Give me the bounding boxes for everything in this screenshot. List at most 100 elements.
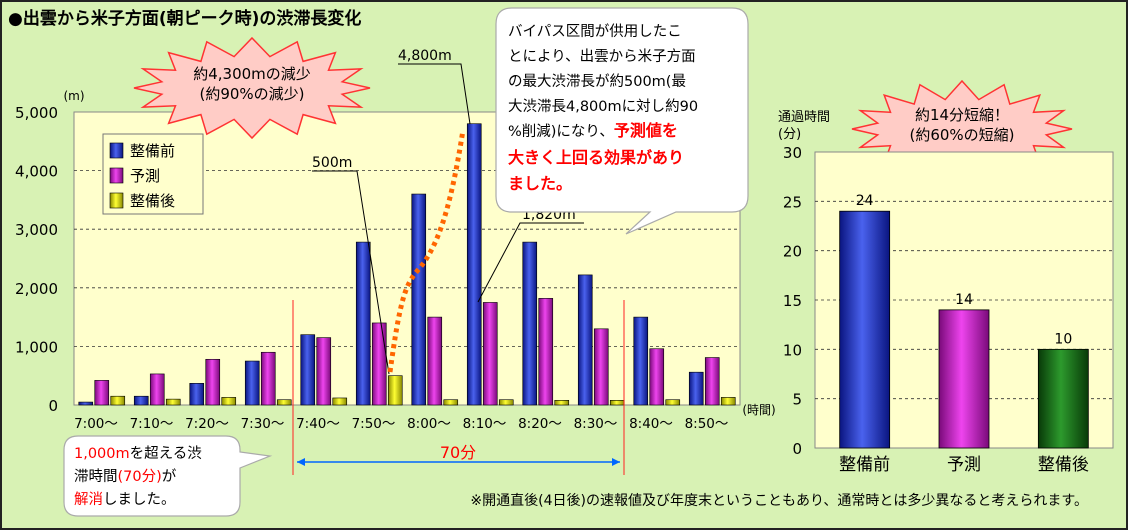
speech-line7: ました。 <box>508 174 572 193</box>
reduction-line1: 約4,300mの減少 <box>193 65 311 83</box>
legend-label-after: 整備後 <box>130 192 175 210</box>
bar-forecast <box>371 322 387 406</box>
right-bar-value-label: 14 <box>955 292 973 308</box>
left-y-tick: 5,000 <box>15 104 58 122</box>
right-y-tick: 5 <box>792 391 802 409</box>
left-y-tick: 2,000 <box>15 280 58 298</box>
footnote: ※開通直後(4日後)の速報値及び年度末ということもあり、通常時とは多少異なると考… <box>470 492 1088 509</box>
right-x-tick: 整備後 <box>1038 455 1089 475</box>
left-x-tick: 7:10〜 <box>130 416 174 432</box>
range-arrow-left-head <box>297 458 305 466</box>
left-x-tick: 8:00〜 <box>407 416 451 432</box>
resolve-line1: 1,000mを超える渋 <box>74 445 202 462</box>
bar-after <box>443 399 459 406</box>
right-x-tick-labels: 整備前 予測 整備後 <box>839 455 1089 475</box>
legend-label-forecast: 予測 <box>130 167 160 185</box>
bar-forecast <box>938 309 990 449</box>
speech-line5-normal: %削減)になり、 <box>508 123 614 140</box>
left-x-tick: 8:10〜 <box>463 416 507 432</box>
resolve-line2-emph: (70分) <box>118 468 162 485</box>
callout-4800: 4,800m <box>398 48 471 125</box>
bar-before <box>839 210 891 449</box>
bar-after <box>387 375 403 406</box>
bar-after <box>165 398 181 406</box>
left-y-tick: 3,000 <box>15 221 58 239</box>
right-bar-value-label: 24 <box>856 193 874 209</box>
resolve-line2: 滞時間(70分)が <box>74 468 177 485</box>
callout-4800-label: 4,800m <box>398 48 452 64</box>
bar-after <box>1037 348 1089 449</box>
left-bars <box>78 123 736 406</box>
bar-forecast <box>538 298 554 406</box>
resolve-line2-a: 滞時間 <box>74 468 118 485</box>
left-x-tick: 8:30〜 <box>574 416 618 432</box>
legend-swatch-forecast <box>109 167 124 184</box>
left-y-tick: 1,000 <box>15 338 58 356</box>
left-x-tick: 8:40〜 <box>629 416 673 432</box>
range-label: 70分 <box>440 443 476 462</box>
resolve-bubble: 1,000mを超える渋 滞時間(70分)が 解消しました。 <box>63 435 273 517</box>
bar-forecast <box>704 357 720 406</box>
left-x-tick: 7:50〜 <box>352 416 396 432</box>
right-y-tick: 30 <box>783 144 802 162</box>
right-x-tick: 整備前 <box>839 455 890 475</box>
left-y-tick: 0 <box>48 397 58 415</box>
bar-forecast <box>94 380 110 406</box>
bar-forecast <box>316 337 332 406</box>
left-x-tick: 7:00〜 <box>74 416 118 432</box>
resolve-line1-emph: 1,000m <box>74 446 130 462</box>
left-x-tick: 7:20〜 <box>185 416 229 432</box>
right-y-tick: 10 <box>783 341 802 359</box>
legend-swatch-before <box>109 142 124 159</box>
callout-500-label: 500m <box>312 155 352 171</box>
left-y-tick: 4,000 <box>15 163 58 181</box>
left-x-tick: 8:50〜 <box>685 416 729 432</box>
speech-line3: の最大渋滞長が約500m(最 <box>508 73 686 90</box>
bar-before <box>78 401 94 406</box>
bar-before <box>244 360 260 406</box>
resolve-line3-normal: しました。 <box>103 491 176 508</box>
resolve-line3: 解消しました。 <box>74 491 176 508</box>
right-y-label-line1: 通過時間 <box>778 110 830 125</box>
resolve-line1-normal: を超える渋 <box>130 445 202 462</box>
bar-after <box>554 400 570 406</box>
reduction-burst: 約4,300mの減少 (約90%の減少) <box>133 36 371 140</box>
shorten-line1: 約14分短縮！ <box>915 106 1009 124</box>
speech-line2: とにより、出雲から米子方面 <box>508 48 696 65</box>
right-y-tick-labels: 30 25 20 15 10 5 0 <box>783 144 802 458</box>
speech-line5: %削減)になり、予測値を <box>508 121 678 140</box>
reduction-line2: (約90%の減少) <box>199 85 304 103</box>
right-y-tick: 15 <box>783 292 802 310</box>
bar-after <box>665 399 681 406</box>
speech-line4: 大渋滞長4,800mに対し約90 <box>508 98 698 115</box>
left-x-tick-labels: 7:00〜 7:10〜 7:20〜 7:30〜 7:40〜 7:50〜 8:00〜 8:10〜… <box>74 416 728 432</box>
callout-1820-leader <box>477 222 584 303</box>
bar-before <box>133 395 149 406</box>
bar-after <box>110 395 126 406</box>
bar-after <box>276 399 292 406</box>
bar-before <box>355 241 371 406</box>
bar-before <box>411 193 427 406</box>
bar-before <box>466 123 482 406</box>
bar-before <box>688 371 704 406</box>
left-x-tick: 8:20〜 <box>518 416 562 432</box>
speech-line5-emph: 予測値を <box>614 121 678 140</box>
bar-forecast <box>205 358 221 406</box>
bar-forecast <box>593 328 609 406</box>
left-y-tick-labels: 5,000 4,000 3,000 2,000 1,000 0 <box>15 104 58 415</box>
bar-after <box>609 400 625 406</box>
speech-bubble: バイパス区間が供用したこ とにより、出雲から米子方面 の最大渋滞長が約500m(… <box>495 7 749 235</box>
resolve-bubble-shape <box>63 435 273 517</box>
right-y-label-line2: (分) <box>778 127 801 142</box>
right-bar-value-label: 10 <box>1054 331 1072 347</box>
reduction-burst-shape <box>133 36 371 140</box>
chart-title: ●出雲から米子方面(朝ピーク時)の渋滞長変化 <box>8 8 361 29</box>
resolve-line2-c: が <box>162 468 177 485</box>
bar-forecast <box>149 373 165 406</box>
speech-line1: バイパス区間が供用したこ <box>508 23 682 40</box>
bar-before <box>300 334 316 406</box>
left-y-unit: (m) <box>63 89 84 103</box>
bar-after <box>720 397 736 406</box>
bar-after <box>221 397 237 406</box>
